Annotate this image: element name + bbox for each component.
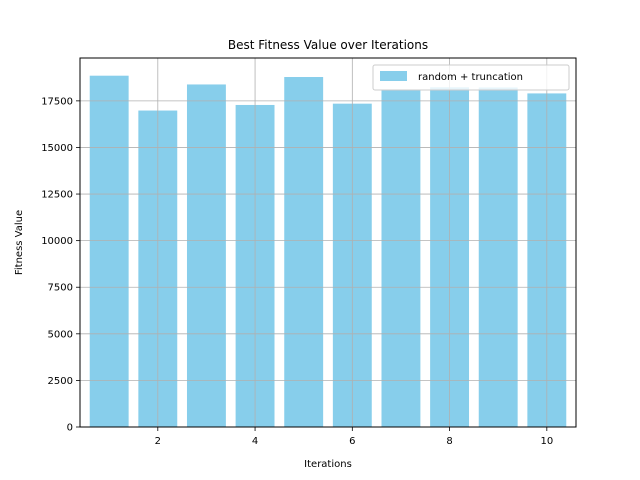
y-tick-label: 7500 — [48, 283, 73, 294]
x-tick-label: 10 — [540, 436, 553, 447]
bar-iteration-1 — [89, 75, 129, 427]
y-axis-label: Fitness Value — [14, 210, 25, 275]
bar-iteration-3 — [186, 84, 226, 428]
x-tick-label: 8 — [446, 436, 452, 447]
y-tick-label: 0 — [67, 423, 73, 434]
legend-swatch — [380, 71, 407, 81]
bar-group — [89, 75, 567, 428]
y-tick-label: 12500 — [41, 190, 73, 201]
y-tick-label: 17500 — [41, 96, 73, 107]
y-axis-ticks: 0 2500 5000 7500 10000 12500 15000 17500 — [41, 96, 80, 434]
bar-iteration-5 — [284, 77, 324, 427]
bar-iteration-9 — [478, 87, 518, 427]
chart-title: Best Fitness Value over Iterations — [228, 38, 428, 52]
x-axis-label: Iterations — [304, 459, 352, 470]
x-tick-label: 2 — [155, 436, 161, 447]
y-tick-label: 2500 — [48, 376, 73, 387]
y-tick-label: 5000 — [48, 329, 73, 340]
x-tick-label: 4 — [252, 436, 258, 447]
legend: random + truncation — [372, 64, 570, 91]
x-axis-ticks: 2 4 6 8 10 — [155, 427, 553, 447]
legend-label: random + truncation — [418, 72, 523, 83]
x-tick-label: 6 — [349, 436, 355, 447]
y-tick-label: 15000 — [41, 143, 73, 154]
y-tick-label: 10000 — [41, 236, 73, 247]
bar-iteration-7 — [381, 90, 421, 428]
legend-frame — [372, 64, 570, 91]
plot-frame — [79, 57, 577, 428]
